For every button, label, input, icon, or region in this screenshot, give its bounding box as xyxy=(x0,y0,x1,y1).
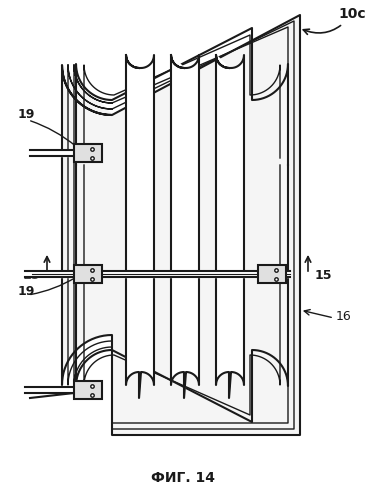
Text: 15: 15 xyxy=(315,269,332,282)
Polygon shape xyxy=(62,15,300,435)
Text: 15: 15 xyxy=(22,269,40,282)
Text: 16: 16 xyxy=(336,310,352,323)
Bar xyxy=(74,381,102,399)
Polygon shape xyxy=(216,55,244,398)
Text: ФИГ. 14: ФИГ. 14 xyxy=(151,471,215,485)
Polygon shape xyxy=(171,55,199,398)
Bar xyxy=(74,265,102,283)
Text: 10c: 10c xyxy=(303,7,366,34)
Bar xyxy=(74,144,102,162)
Polygon shape xyxy=(126,55,154,398)
Text: 19: 19 xyxy=(18,285,36,298)
Text: 19: 19 xyxy=(18,108,36,121)
Bar xyxy=(258,265,286,283)
